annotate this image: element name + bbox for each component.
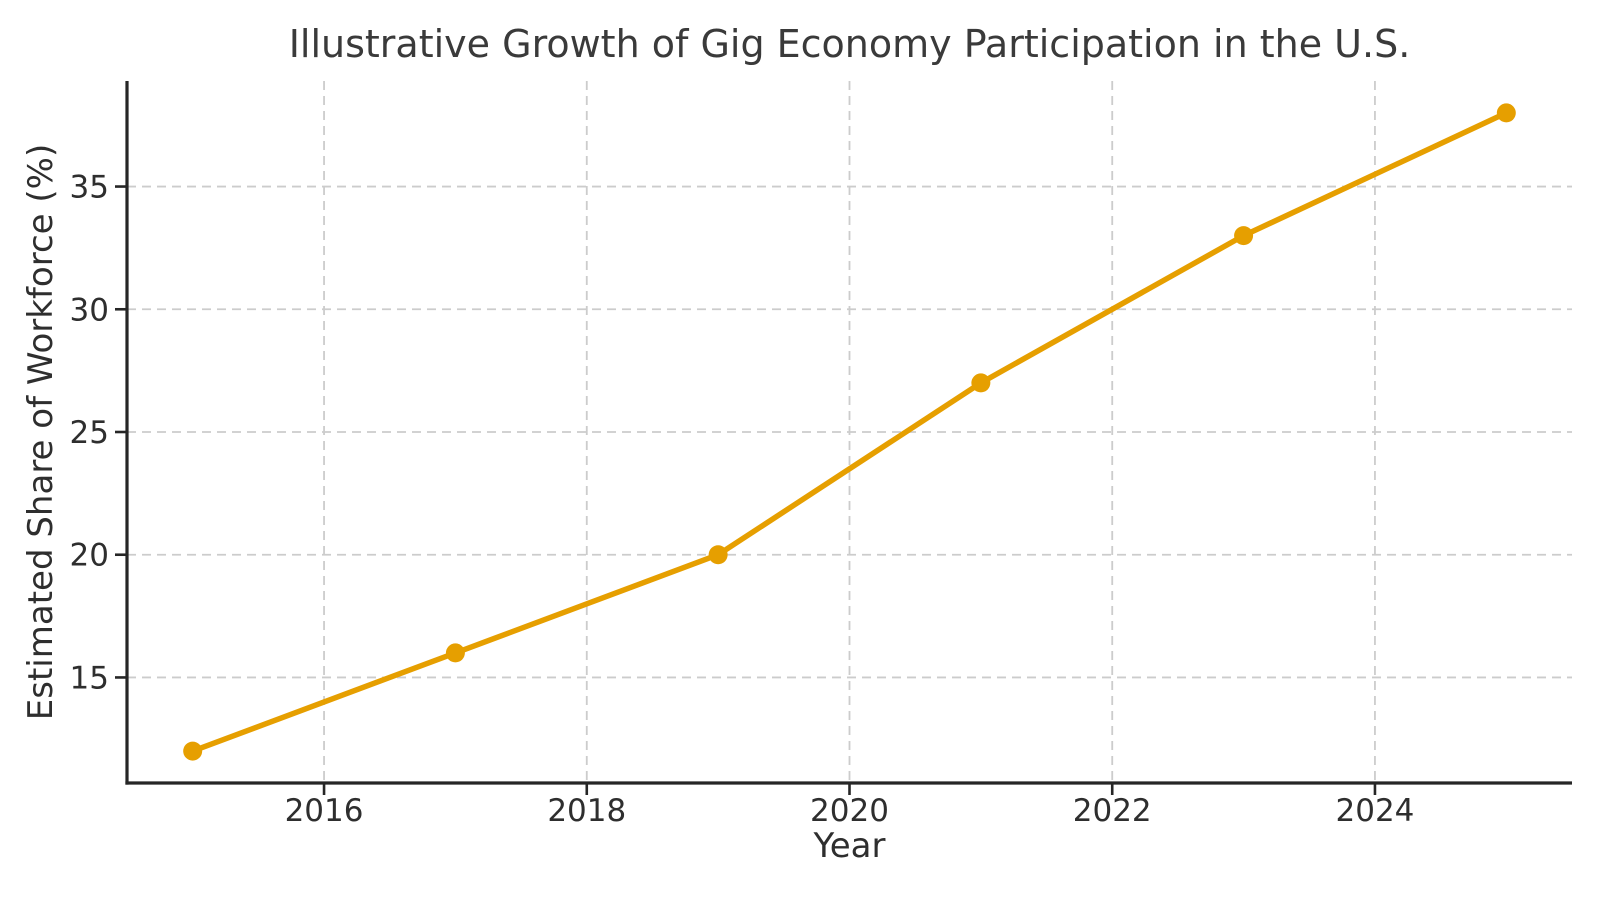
y-tick-label: 25	[70, 415, 109, 451]
x-tick-label: 2016	[285, 793, 364, 829]
gridlines	[127, 81, 1572, 783]
data-point	[1496, 103, 1516, 123]
x-tick-label: 2018	[547, 793, 626, 829]
chart-title: Illustrative Growth of Gig Economy Parti…	[288, 22, 1411, 66]
x-tick-label: 2020	[810, 793, 889, 829]
x-axis-label: Year	[813, 826, 886, 866]
x-tick-label: 2024	[1336, 793, 1415, 829]
x-tick-label: 2022	[1073, 793, 1152, 829]
x-axis-ticks: 2016 2018 2020 2022 2024	[285, 783, 1415, 829]
data-points	[183, 103, 1516, 761]
y-axis-label: Estimated Share of Workforce (%)	[21, 143, 61, 721]
data-point	[1234, 226, 1254, 246]
y-tick-label: 15	[70, 660, 109, 696]
y-tick-label: 20	[70, 538, 109, 574]
data-point	[708, 545, 728, 565]
data-line	[189, 110, 1510, 754]
data-point	[183, 741, 203, 761]
data-point	[971, 373, 991, 393]
y-tick-label: 30	[70, 292, 109, 328]
y-tick-label: 35	[70, 170, 109, 206]
data-point	[445, 643, 465, 663]
y-axis-ticks: 15 20 25 30 35	[70, 170, 127, 696]
